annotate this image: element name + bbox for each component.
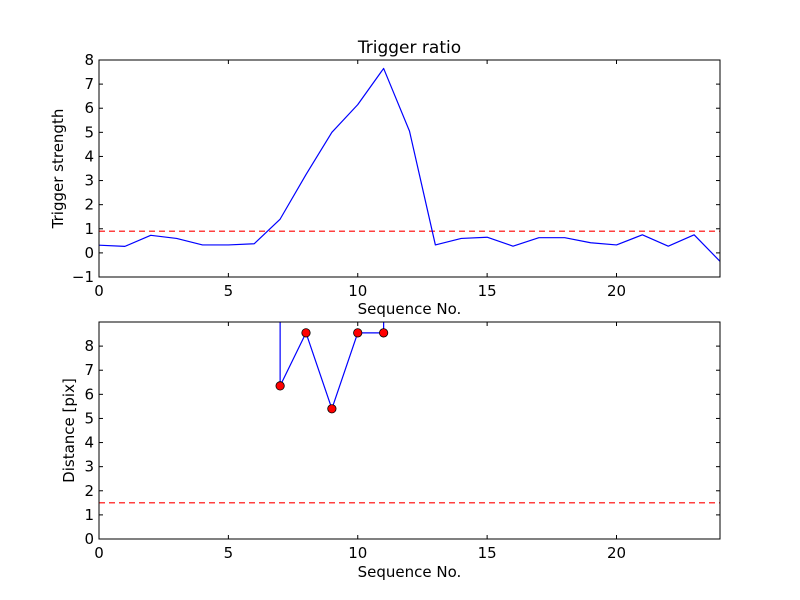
y-tick-label: −1 xyxy=(72,268,94,286)
y-tick-label: 8 xyxy=(84,51,94,69)
y-tick-label: 6 xyxy=(84,385,94,403)
x-tick-label: 5 xyxy=(224,544,234,562)
trigger-ratio-axes: Trigger ratio Sequence No. Trigger stren… xyxy=(49,38,721,318)
data-point xyxy=(301,328,311,338)
y-tick-label: 5 xyxy=(84,409,94,427)
y-tick-label: 0 xyxy=(84,244,94,262)
y-tick-label: 5 xyxy=(84,123,94,141)
y-tick-label: 4 xyxy=(84,434,94,452)
axes-frame xyxy=(98,321,721,540)
x-tick-label: 0 xyxy=(94,544,104,562)
y-tick-label: 2 xyxy=(84,482,94,500)
y-tick-label: 7 xyxy=(84,75,94,93)
y-tick-label: 2 xyxy=(84,196,94,214)
x-axis-label: Sequence No. xyxy=(358,300,462,318)
data-point xyxy=(353,328,363,338)
x-tick-label: 5 xyxy=(224,282,234,300)
x-tick-label: 15 xyxy=(478,282,497,300)
y-tick-label: 7 xyxy=(84,361,94,379)
y-tick-label: 3 xyxy=(84,172,94,190)
data-point xyxy=(379,328,389,338)
y-tick-label: 0 xyxy=(84,530,94,548)
x-tick-label: 10 xyxy=(348,544,367,562)
data-point xyxy=(275,381,285,391)
chart-title: Trigger ratio xyxy=(357,38,461,58)
x-axis-label: Sequence No. xyxy=(358,563,462,581)
series-line xyxy=(99,67,720,262)
x-tick-label: 10 xyxy=(348,282,367,300)
y-axis-label: Distance [pix] xyxy=(60,378,78,483)
y-tick-label: 1 xyxy=(84,220,94,238)
x-tick-label: 0 xyxy=(94,282,104,300)
data-point xyxy=(327,404,337,414)
distance-axes: Sequence No. Distance [pix] 0 5 10 15 20 0 1 2 3… xyxy=(60,321,721,581)
y-tick-label: 6 xyxy=(84,99,94,117)
x-tick-label: 20 xyxy=(607,282,626,300)
plot-area xyxy=(99,322,720,504)
x-tick-label: 15 xyxy=(478,544,497,562)
x-tick-label: 20 xyxy=(607,544,626,562)
y-axis-label: Trigger strength xyxy=(49,109,67,230)
y-tick-label: 3 xyxy=(84,458,94,476)
y-tick-label: 1 xyxy=(84,506,94,524)
y-tick-label: 4 xyxy=(84,147,94,165)
axes-frame xyxy=(98,59,721,278)
plot-area xyxy=(99,67,720,262)
y-tick-label: 8 xyxy=(84,337,94,355)
